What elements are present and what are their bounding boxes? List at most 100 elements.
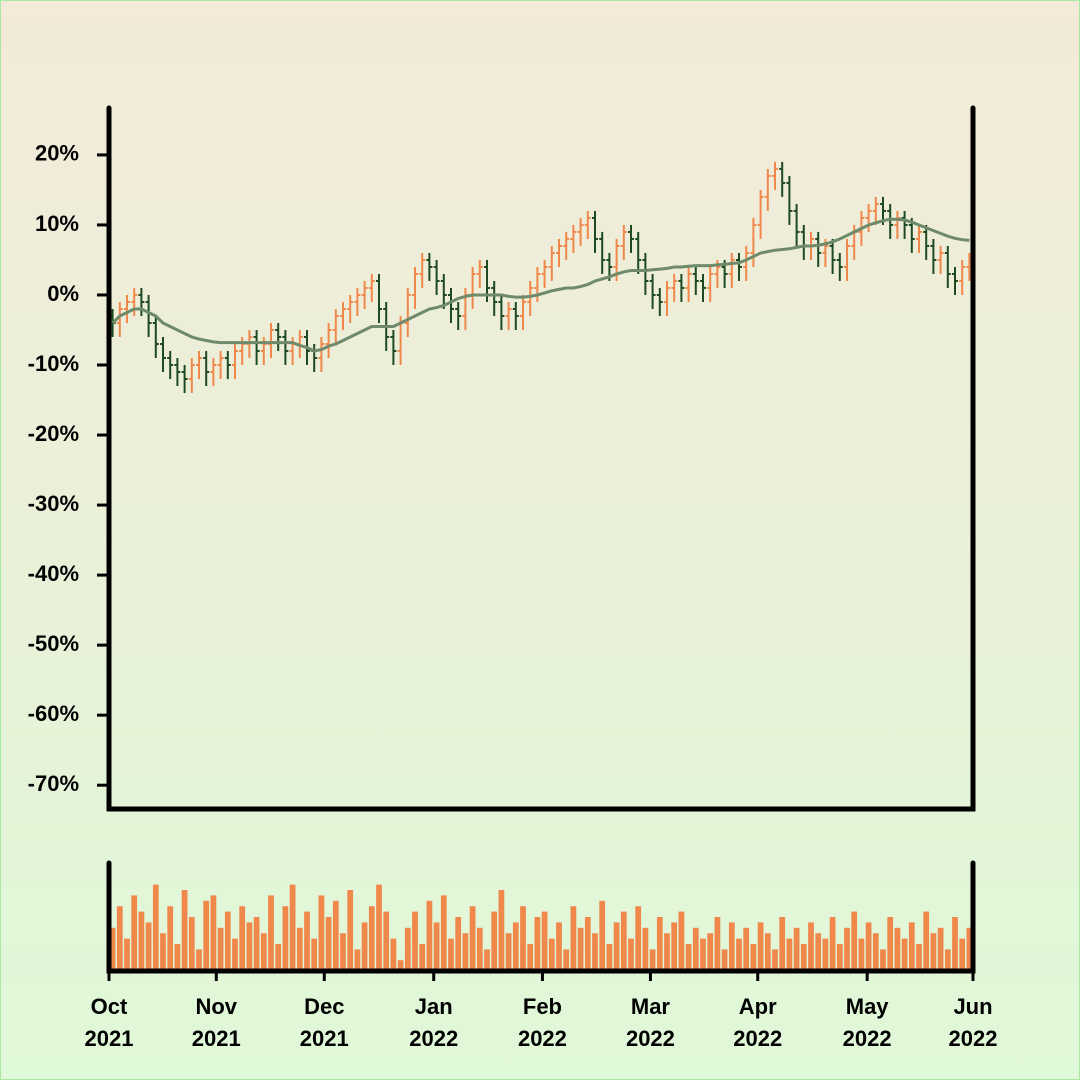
volume-bar (692, 927, 699, 971)
volume-bar (455, 917, 462, 971)
y-tick-label: -70% (28, 771, 79, 796)
volume-bar (671, 922, 678, 971)
volume-bar (426, 900, 433, 971)
volume-bar (620, 911, 627, 971)
volume-bar (152, 884, 159, 971)
volume-bar (649, 949, 656, 971)
volume-bar (196, 949, 202, 971)
volume-bar (757, 922, 764, 971)
volume-bar (743, 927, 750, 971)
main-frame (106, 105, 976, 812)
volume-bar (505, 933, 512, 971)
y-tick-label: -20% (28, 421, 79, 446)
volume-bar (332, 900, 339, 971)
volume-bar (296, 927, 303, 971)
volume-bar (844, 927, 850, 971)
x-tick-label: Jan 2022 (409, 994, 459, 1051)
volume-bar (678, 911, 685, 971)
volume-bar (635, 906, 642, 971)
volume-bar (548, 938, 555, 971)
volume-bar (412, 911, 418, 971)
volume-bar (736, 938, 742, 971)
volume-bar (563, 949, 570, 971)
volume-bar (210, 895, 217, 971)
volume-bar (239, 906, 246, 971)
volume-bar (368, 906, 375, 971)
volume-bar (268, 895, 274, 971)
volume-bar (685, 944, 692, 971)
x-tick-label: Dec 2021 (299, 994, 349, 1051)
volume-bar (390, 938, 397, 971)
x-tick-label: Oct 2021 (84, 994, 134, 1051)
volume-bar (908, 922, 915, 971)
volume-bar (966, 927, 973, 971)
volume-bar (887, 917, 894, 971)
volume-bar (512, 922, 519, 971)
volume-bar (534, 917, 541, 971)
volume-bar (793, 927, 800, 971)
x-tick-label: Mar 2022 (625, 994, 675, 1051)
volume-bar (253, 917, 260, 971)
volume-bar (448, 938, 454, 971)
volume-frame (106, 860, 976, 974)
volume-bar (937, 927, 944, 971)
volume-bar (808, 922, 814, 971)
volume-bar (858, 938, 865, 971)
x-tick-label: May 2022 (842, 994, 892, 1051)
volume-bar (570, 906, 577, 971)
volume-bar (275, 944, 282, 971)
volume-bar (462, 933, 469, 971)
volume-bar (167, 906, 174, 971)
y-tick-label: 0% (47, 281, 79, 306)
volume-bar (872, 933, 879, 971)
volume-bar (138, 911, 145, 971)
volume-bar (361, 922, 368, 971)
volume-bar (779, 917, 786, 971)
volume-bar (700, 938, 706, 971)
volume-bar (260, 933, 267, 971)
volume-bar (613, 922, 620, 971)
volume-bar (160, 933, 166, 971)
moving-average (111, 217, 970, 353)
y-tick-label: 10% (35, 211, 79, 236)
volume-bar (901, 938, 908, 971)
x-tick-label: Apr 2022 (733, 994, 783, 1051)
volume-bar (397, 960, 404, 971)
volume-bar (923, 911, 930, 971)
volume-bar (592, 933, 598, 971)
volume-bar (800, 944, 807, 971)
volume-bar (865, 922, 872, 971)
volume-bar (217, 927, 224, 971)
volume-bar (304, 911, 310, 971)
volume-bar (541, 911, 548, 971)
volume-bar (527, 944, 534, 971)
volume-bar (109, 927, 116, 971)
volume-bar (656, 917, 663, 971)
y-tick-label: -60% (28, 701, 79, 726)
volume-bar (628, 938, 634, 971)
volume-bar (584, 917, 591, 971)
volume-bar (822, 938, 829, 971)
volume-bar (484, 949, 490, 971)
volume-bar (577, 927, 584, 971)
volume-bar (311, 938, 318, 971)
volume-bar (714, 917, 721, 971)
y-tick-label: 20% (35, 141, 79, 166)
volume-bar (916, 944, 922, 971)
volume-bar (347, 890, 354, 971)
volume-bar (498, 890, 505, 971)
volume-bar (433, 922, 440, 971)
volume-bar (944, 949, 951, 971)
volume-bar (354, 949, 361, 971)
volume-bar (520, 906, 526, 971)
volume-bar (116, 906, 123, 971)
volume-bar (786, 938, 793, 971)
x-tick-label: Jun 2022 (948, 994, 998, 1051)
volume-bar (318, 895, 325, 971)
y-tick-label: -30% (28, 491, 79, 516)
volume-bar (188, 917, 195, 971)
volume-bar (404, 927, 411, 971)
volume-bar (728, 922, 735, 971)
